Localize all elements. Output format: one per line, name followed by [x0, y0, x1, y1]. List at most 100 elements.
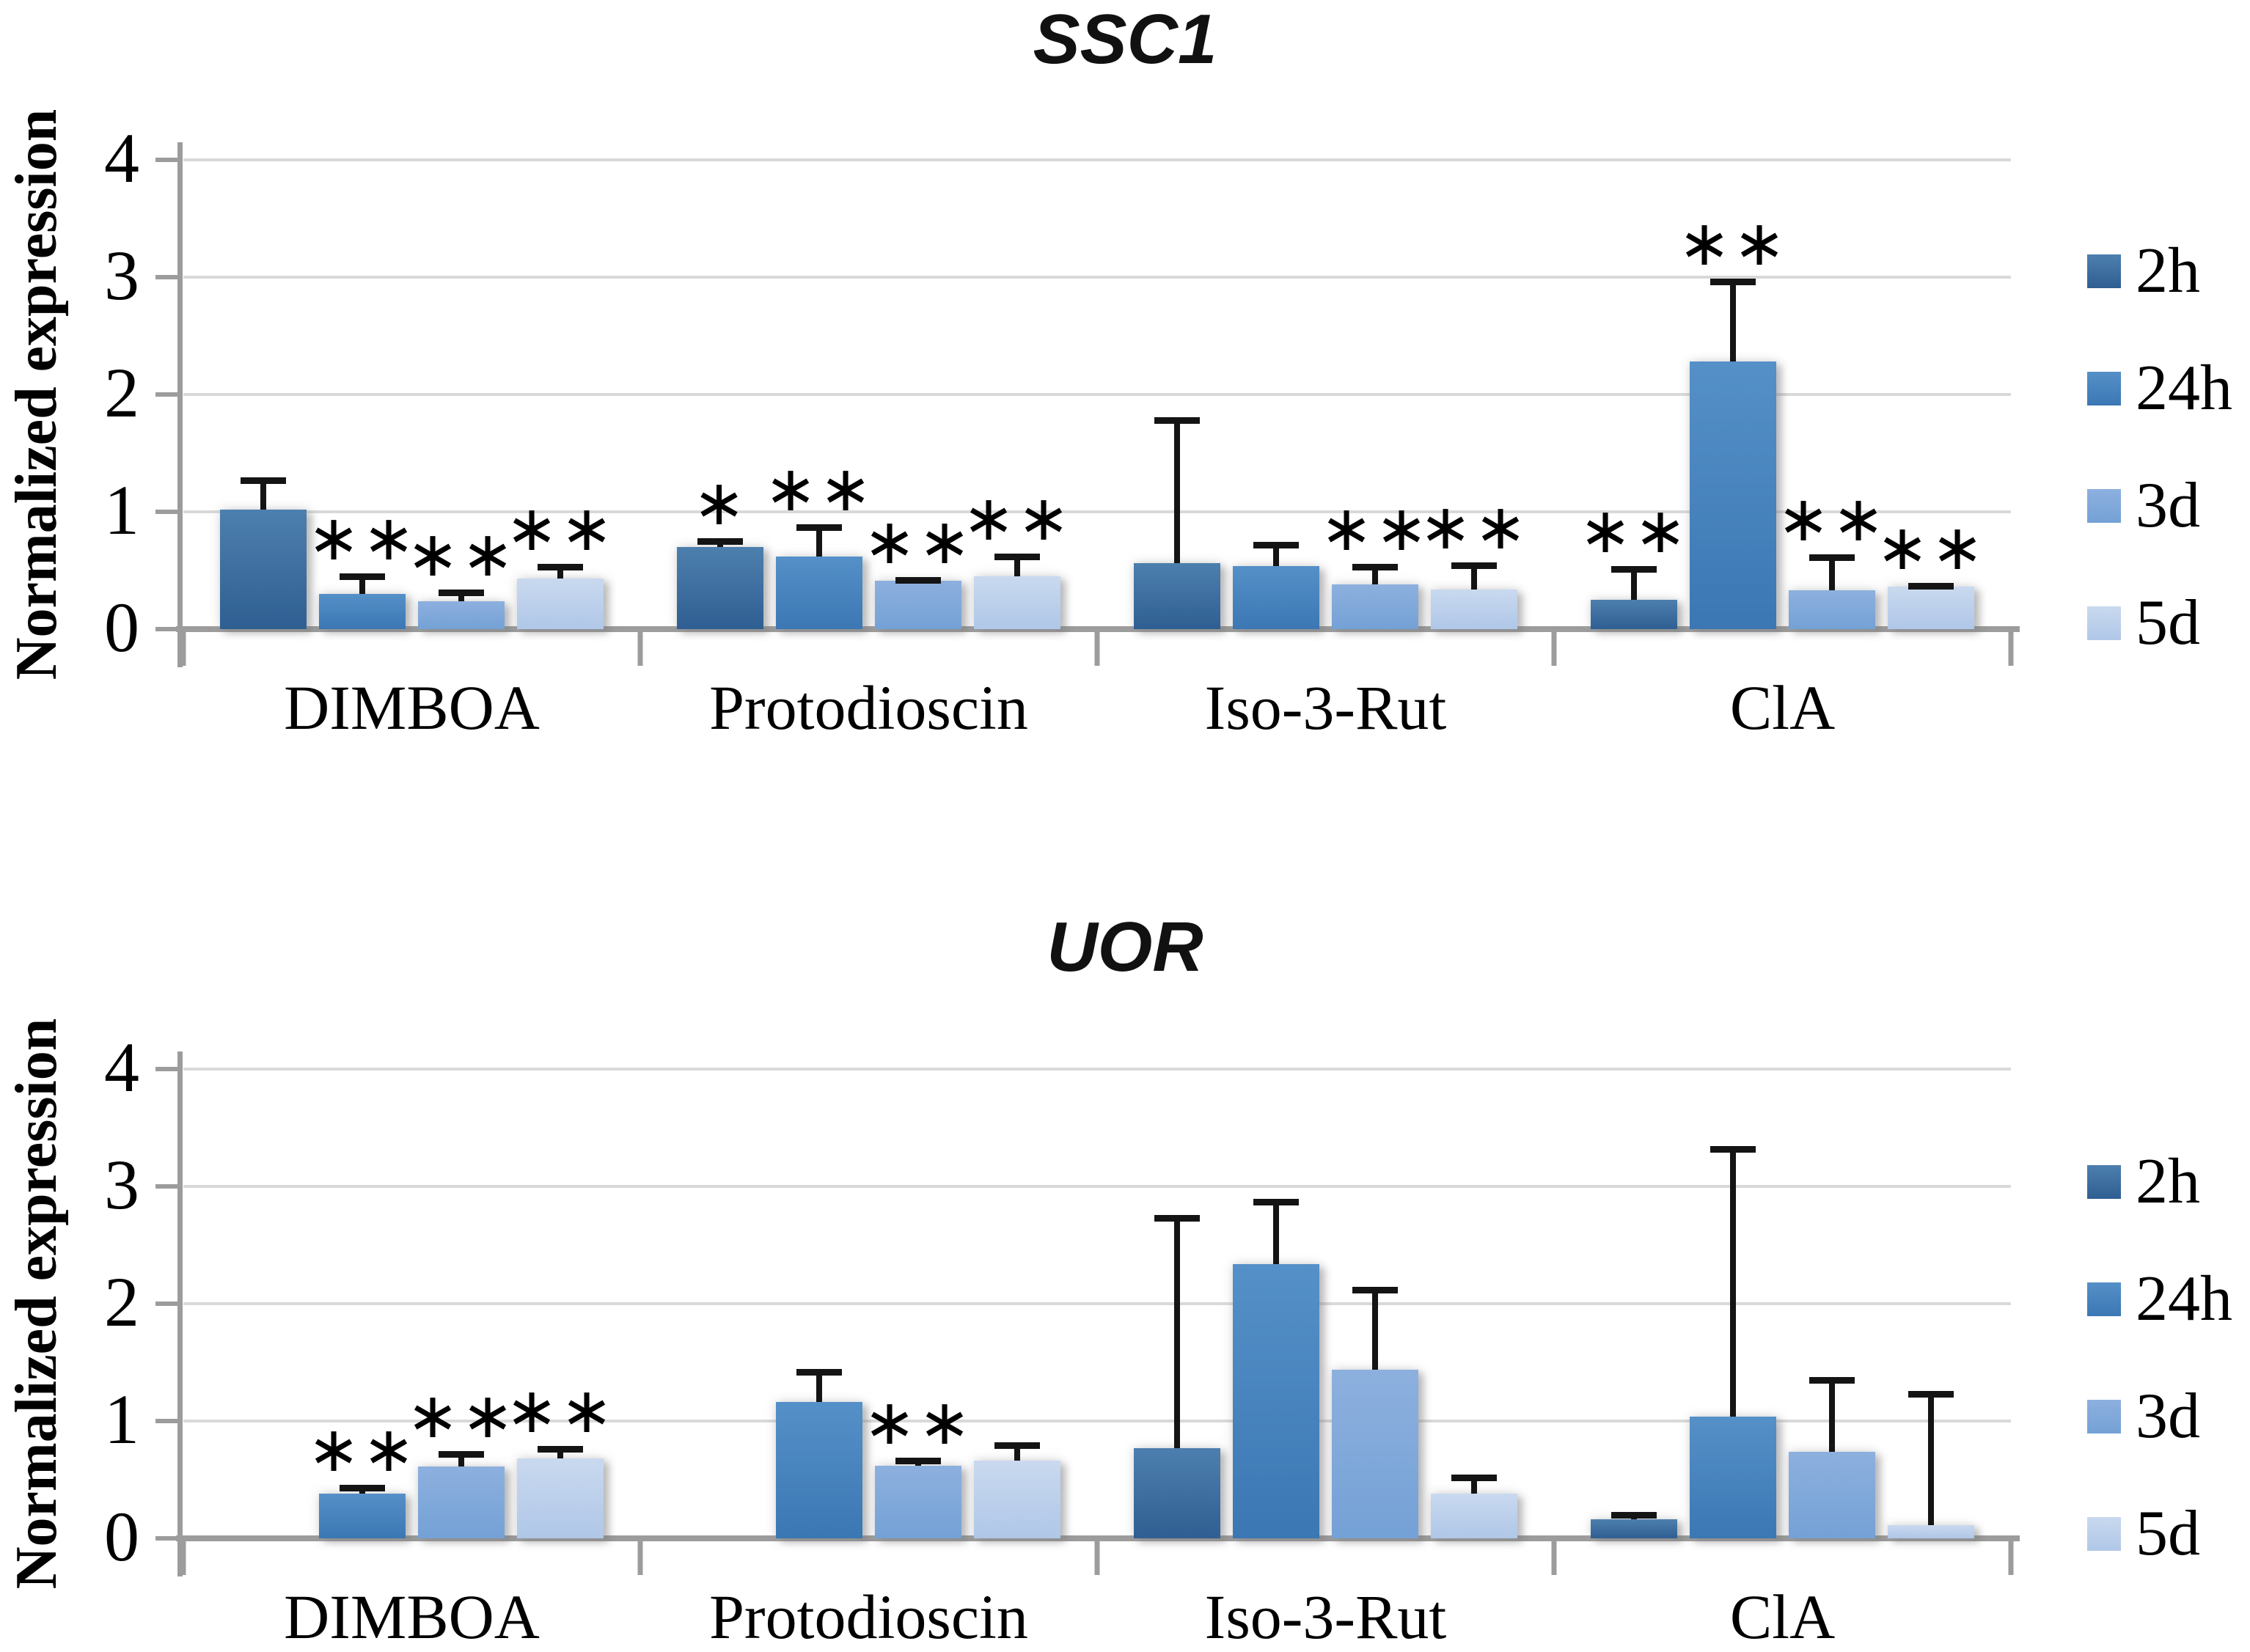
error-bar-cap [796, 1368, 842, 1376]
bar-group-cla: ∗∗ ∗∗ ∗∗ ∗∗ [1554, 160, 2011, 629]
chart-panel-ssc1: SSC1 Normalized expression 0 1 2 3 4 ∗∗ ∗∗ ∗∗ ∗ ∗… [4, 3, 2232, 741]
gridline [183, 158, 2011, 161]
x-axis-line [176, 1535, 2020, 1541]
category-label: Protodioscin [709, 672, 1028, 743]
bar-slot [1134, 160, 1220, 629]
legend-label: 2h [2136, 1146, 2200, 1217]
bar-slot: ∗∗ [863, 160, 971, 629]
y-axis-tick-label: 1 [104, 1380, 139, 1458]
legend-swatch-24h [2087, 1282, 2121, 1316]
bar-5d-protodioscin [974, 1461, 1060, 1538]
error-bar [1174, 418, 1180, 564]
x-axis-line [176, 626, 2020, 632]
bar-groups: ∗∗ ∗∗ ∗∗ ∗ ∗∗ ∗∗ ∗∗ ∗∗ ∗∗ ∗∗ ∗∗ ∗∗ ∗∗ [183, 160, 2011, 629]
bar-slot [220, 1069, 307, 1538]
bar-slot: ∗∗ [307, 160, 415, 629]
y-axis-tick [155, 627, 179, 631]
gridline [183, 510, 2011, 513]
bar-slot: ∗∗ [1320, 160, 1428, 629]
y-axis-tick [155, 1419, 179, 1423]
bar-3d-iso-3-rut [1332, 584, 1418, 629]
bar-slot: ∗∗ [863, 1069, 971, 1538]
error-bar-cap [241, 477, 286, 484]
x-axis-tick [1094, 632, 1100, 666]
error-bar [816, 524, 822, 557]
error-bar [260, 477, 266, 510]
bar-slot: ∗∗ [962, 160, 1070, 629]
y-axis-tick-label: 2 [104, 1263, 139, 1341]
bar-slot: ∗∗ [505, 1069, 613, 1538]
bar-slot [1233, 1069, 1319, 1538]
x-axis-tick [2008, 632, 2014, 666]
legend-item-2h: 2h [2087, 230, 2232, 312]
legend-swatch-2h [2087, 1165, 2121, 1199]
bar-group-iso-3-rut: ∗∗ ∗∗ [1097, 160, 1554, 629]
error-bar [1928, 1392, 1934, 1526]
legend-label: 24h [2136, 353, 2232, 424]
bar-slot [1134, 1069, 1220, 1538]
significance-marker: ∗∗ [763, 452, 875, 526]
significance-marker: ∗∗ [505, 492, 616, 565]
bar-group-iso-3-rut [1097, 1069, 1554, 1538]
significance-marker: ∗∗ [1319, 492, 1431, 565]
error-bar [1014, 1443, 1020, 1461]
x-axis-tick [1094, 1541, 1100, 1575]
y-axis-tick-label: 4 [104, 119, 139, 197]
error-bar-cap [1710, 279, 1756, 286]
gridline [183, 1420, 2011, 1422]
significance-marker: ∗∗ [307, 501, 418, 575]
y-axis-line [177, 1051, 183, 1576]
x-axis-tick [180, 632, 186, 666]
bar-group-protodioscin: ∗ ∗∗ ∗∗ ∗∗ [640, 160, 1097, 629]
plot-area: 0 1 2 3 4 ∗∗ ∗∗ ∗∗ ∗ ∗∗ ∗∗ ∗∗ ∗∗ ∗∗ ∗∗ ∗∗ ∗∗ ∗∗ DIMBOA Prot… [104, 123, 2020, 741]
error-bar [1273, 1199, 1279, 1264]
category-label: ClA [1729, 1582, 1836, 1652]
bar-5d-iso-3-rut [1431, 589, 1517, 629]
bar-slot: ∗∗ [1876, 160, 1984, 629]
legend-swatch-24h [2087, 372, 2121, 405]
bar-24h-dimboa [319, 594, 406, 629]
bar-slot: ∗∗ [1678, 160, 1786, 629]
error-bar-cap [340, 573, 385, 580]
y-axis-line [177, 142, 183, 667]
legend-label: 5d [2136, 1498, 2200, 1569]
significance-marker: ∗∗ [1418, 491, 1530, 565]
bar-group-protodioscin: ∗∗ [640, 1069, 1097, 1538]
bar-24h-protodioscin [776, 1402, 862, 1538]
bar-slot [776, 1069, 862, 1538]
bar-slot: ∗∗ [406, 160, 514, 629]
y-axis-tick [155, 1184, 179, 1189]
error-bar [458, 1451, 464, 1467]
bar-slot [1888, 1069, 1974, 1538]
error-bar-cap [1809, 1376, 1855, 1384]
legend-item-2h: 2h [2087, 1141, 2232, 1223]
error-bar [1730, 1146, 1736, 1417]
legend-label: 5d [2136, 587, 2200, 658]
y-axis-tick-label: 3 [104, 1145, 139, 1224]
legend-item-5d: 5d [2087, 582, 2232, 664]
bar-2h-dimboa [220, 509, 307, 629]
y-axis-tick-label: 4 [104, 1028, 139, 1106]
bar-5d-cla [1888, 587, 1974, 629]
error-bar [1829, 1377, 1835, 1452]
y-axis-tick-label: 3 [104, 236, 139, 315]
error-bar-cap [1352, 564, 1398, 570]
y-axis-tick [155, 392, 179, 397]
error-bar [1372, 565, 1378, 585]
bar-slot [1690, 1069, 1776, 1538]
legend-label: 2h [2136, 235, 2200, 306]
gridline [183, 393, 2011, 396]
significance-marker: ∗ [692, 466, 748, 540]
x-axis-tick [637, 632, 643, 666]
error-bar [1014, 554, 1020, 576]
error-bar [1174, 1216, 1180, 1448]
category-label: Protodioscin [709, 1582, 1028, 1652]
legend-swatch-3d [2087, 489, 2121, 523]
error-bar-cap [1451, 1474, 1497, 1481]
error-bar-cap [340, 1485, 385, 1491]
bar-24h-protodioscin [776, 556, 862, 629]
y-axis-tick [155, 275, 179, 279]
bar-5d-iso-3-rut [1431, 1494, 1517, 1538]
bar-5d-dimboa [517, 579, 604, 629]
error-bar [1730, 279, 1736, 362]
